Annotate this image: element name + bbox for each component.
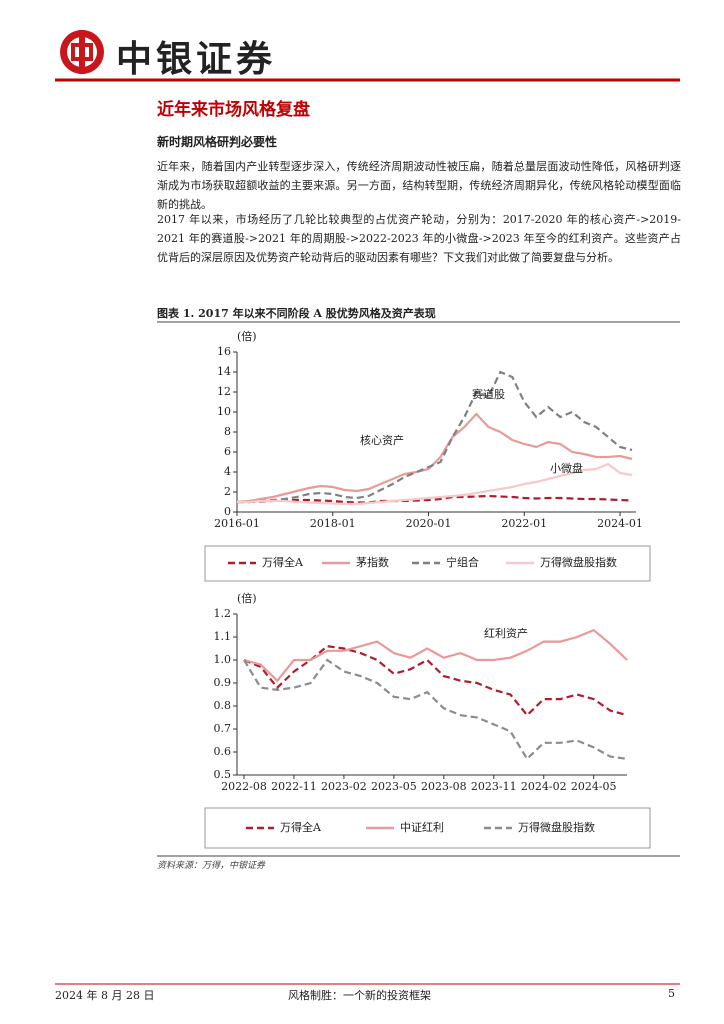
- y-tick-label: 1.1: [214, 630, 232, 643]
- legend-label: 万得全A: [262, 555, 304, 569]
- y-tick-label: 0.6: [214, 745, 232, 758]
- y-tick-label: 0: [224, 505, 231, 518]
- y-tick-label: 1.0: [214, 653, 232, 666]
- legend-box: [204, 807, 651, 849]
- x-tick-label: 2022-11: [271, 780, 317, 793]
- x-tick-label: 2022-08: [221, 780, 267, 793]
- legend-label: 宁组合: [446, 555, 479, 569]
- footer-date: 2024 年 8 月 28 日: [55, 989, 155, 1002]
- x-tick-label: 2023-08: [421, 780, 467, 793]
- x-tick-label: 2024-02: [521, 780, 567, 793]
- paragraph: 2017 年以来，市场经历了几轮比较典型的占优资产轮动，分别为：2017-202…: [157, 213, 681, 264]
- x-tick-label: 2022-01: [501, 517, 547, 530]
- y-tick-label: 0.8: [214, 699, 232, 712]
- legend-label: 万得微盘股指数: [540, 555, 617, 569]
- y-tick-label: 2: [224, 485, 231, 498]
- charts: (倍) 0 2 4 6 8 10 12 14 16 2016-01 2018-01 2020-01 202…: [214, 329, 643, 834]
- series-line: [243, 628, 628, 683]
- y-tick-label: 10: [217, 405, 231, 418]
- y-axis-unit: (倍): [237, 329, 257, 343]
- legend-label: 万得全A: [280, 820, 322, 834]
- series-line: [237, 462, 633, 506]
- y-tick-label: 0.7: [214, 722, 232, 735]
- y-axis-unit: (倍): [237, 591, 257, 605]
- legend-box: [204, 545, 651, 582]
- y-tick-label: 0.9: [214, 676, 232, 689]
- x-tick-label: 2024-05: [571, 780, 617, 793]
- brand: 中银证券: [116, 38, 277, 80]
- source: 资料来源：万得，中银证券: [157, 861, 266, 871]
- footer-title: 风格制胜：一个新的投资框架: [288, 989, 431, 1002]
- annotation: 核心资产: [360, 433, 404, 447]
- annotation: 红利资产: [484, 626, 528, 640]
- x-tick-label: 2023-11: [471, 780, 517, 793]
- annotation: 小微盘: [550, 461, 583, 475]
- x-tick-label: 2023-02: [321, 780, 367, 793]
- section-title: 近年来市场风格复盘: [157, 100, 310, 120]
- series-line: [243, 645, 628, 717]
- paragraph: 近年来，随着国内产业转型逐步深入，传统经济周期波动性被压扁，随着总量层面波动性降…: [157, 160, 681, 211]
- legend-label: 中证红利: [400, 821, 444, 834]
- series-line: [236, 412, 633, 504]
- legend-label: 茅指数: [356, 555, 389, 569]
- subsection-title: 新时期风格研判必要性: [157, 135, 278, 149]
- y-tick-label: 0.5: [214, 768, 232, 781]
- annotation: 赛道股: [472, 387, 505, 401]
- series-line: [237, 370, 633, 504]
- x-tick-label: 2024-01: [597, 517, 643, 530]
- y-tick-label: 1.2: [214, 607, 232, 620]
- y-tick-label: 12: [217, 385, 231, 398]
- logo: [60, 30, 104, 74]
- y-tick-label: 4: [224, 465, 231, 478]
- x-tick-label: 2016-01: [214, 517, 260, 530]
- y-tick-label: 6: [224, 445, 231, 458]
- x-tick-label: 2020-01: [406, 517, 452, 530]
- figure-title: 图表 1. 2017 年以来不同阶段 A 股优势风格及资产表现: [157, 307, 436, 320]
- legend-label: 万得微盘股指数: [518, 820, 595, 834]
- y-tick-label: 16: [217, 345, 231, 358]
- page-number: 5: [668, 987, 675, 1000]
- y-tick-label: 8: [224, 425, 231, 438]
- x-tick-label: 2023-05: [371, 780, 417, 793]
- x-tick-label: 2018-01: [310, 517, 356, 530]
- series-line: [243, 658, 628, 761]
- y-tick-label: 14: [217, 365, 231, 378]
